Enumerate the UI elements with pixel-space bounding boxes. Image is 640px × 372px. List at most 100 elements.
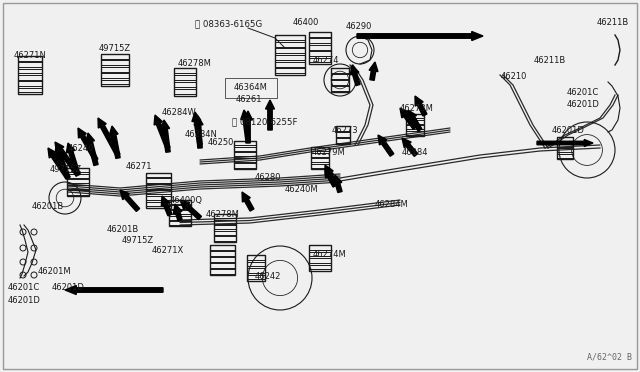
Bar [18,75,42,80]
Text: 46400: 46400 [293,18,319,27]
Bar [309,38,331,43]
Bar [101,73,129,78]
Text: 46250: 46250 [208,138,234,147]
Polygon shape [333,175,342,193]
Bar [331,80,349,84]
Bar [234,147,256,151]
Bar [557,148,573,152]
Bar [214,214,236,218]
Bar [209,269,234,273]
Bar [311,158,329,162]
Bar [101,60,129,65]
Polygon shape [357,32,483,41]
Polygon shape [55,146,70,179]
Polygon shape [537,140,593,147]
Bar [275,48,305,53]
Bar [247,255,265,260]
Polygon shape [180,200,202,219]
Bar [18,81,42,86]
Bar [311,147,329,151]
Text: 46240: 46240 [68,144,94,153]
Bar [309,32,331,37]
Bar [214,236,236,241]
Text: 46211B: 46211B [534,56,566,65]
Polygon shape [67,143,80,176]
Text: 46261: 46261 [236,96,262,105]
Bar [67,168,89,172]
Bar [275,62,305,67]
Text: 46290: 46290 [346,22,372,31]
Text: A/62^02 B: A/62^02 B [587,353,632,362]
Bar [169,216,191,219]
Bar [174,68,196,73]
Polygon shape [120,190,140,211]
Bar [209,251,234,256]
Bar [336,126,350,131]
Bar [275,35,305,40]
Bar [309,251,331,256]
Bar [145,190,170,195]
Text: Ⓢ 08363-6165G: Ⓢ 08363-6165G [195,19,262,29]
Polygon shape [325,165,337,185]
Bar [214,219,236,224]
Bar [234,163,256,168]
Bar [174,89,196,94]
Bar [18,88,42,92]
Bar [169,200,191,204]
Polygon shape [86,133,98,166]
Bar [234,152,256,156]
Bar [309,245,331,250]
Polygon shape [192,112,202,145]
Polygon shape [194,116,203,148]
Text: 46274: 46274 [313,56,339,65]
Bar [18,56,42,94]
Text: 46273: 46273 [332,126,358,135]
Text: 46400Q: 46400Q [170,196,203,205]
Bar [406,119,424,124]
Text: 46273M: 46273M [400,104,434,113]
Bar [169,200,191,226]
Polygon shape [154,115,170,149]
Bar [309,264,331,269]
Bar [331,68,349,92]
Bar [209,245,234,250]
Bar [331,86,349,90]
Bar [275,42,305,46]
Text: 46201D: 46201D [567,100,600,109]
Bar [406,131,424,135]
Polygon shape [266,100,275,130]
Polygon shape [242,192,254,211]
Polygon shape [48,148,70,179]
Bar [169,205,191,209]
Polygon shape [415,96,427,116]
Text: 46201B: 46201B [32,202,64,211]
Text: 46201M: 46201M [38,267,72,276]
Bar [557,142,573,147]
Bar [309,58,331,62]
Bar [275,68,305,73]
Bar [309,51,331,56]
Bar [275,35,305,75]
Text: 46284M: 46284M [375,200,409,209]
Polygon shape [98,118,120,156]
Text: 49715Z: 49715Z [122,236,154,245]
Bar [67,179,89,183]
Bar [174,68,196,96]
Bar [145,173,170,208]
Bar [145,173,170,177]
Bar [336,138,350,142]
Text: 46201D: 46201D [52,283,85,292]
Bar [145,196,170,200]
Polygon shape [369,62,378,80]
Bar [214,214,236,242]
Bar [247,255,265,281]
Bar [247,262,265,266]
Polygon shape [241,110,250,140]
Bar [309,45,331,49]
Polygon shape [400,108,417,129]
Text: 46284: 46284 [402,148,429,157]
Bar [174,75,196,80]
Text: 49715Z: 49715Z [99,44,131,53]
Bar [309,32,331,64]
Text: 46201C: 46201C [8,283,40,292]
